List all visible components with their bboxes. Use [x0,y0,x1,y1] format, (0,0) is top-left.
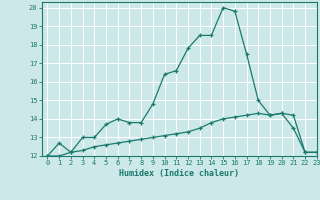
X-axis label: Humidex (Indice chaleur): Humidex (Indice chaleur) [119,169,239,178]
